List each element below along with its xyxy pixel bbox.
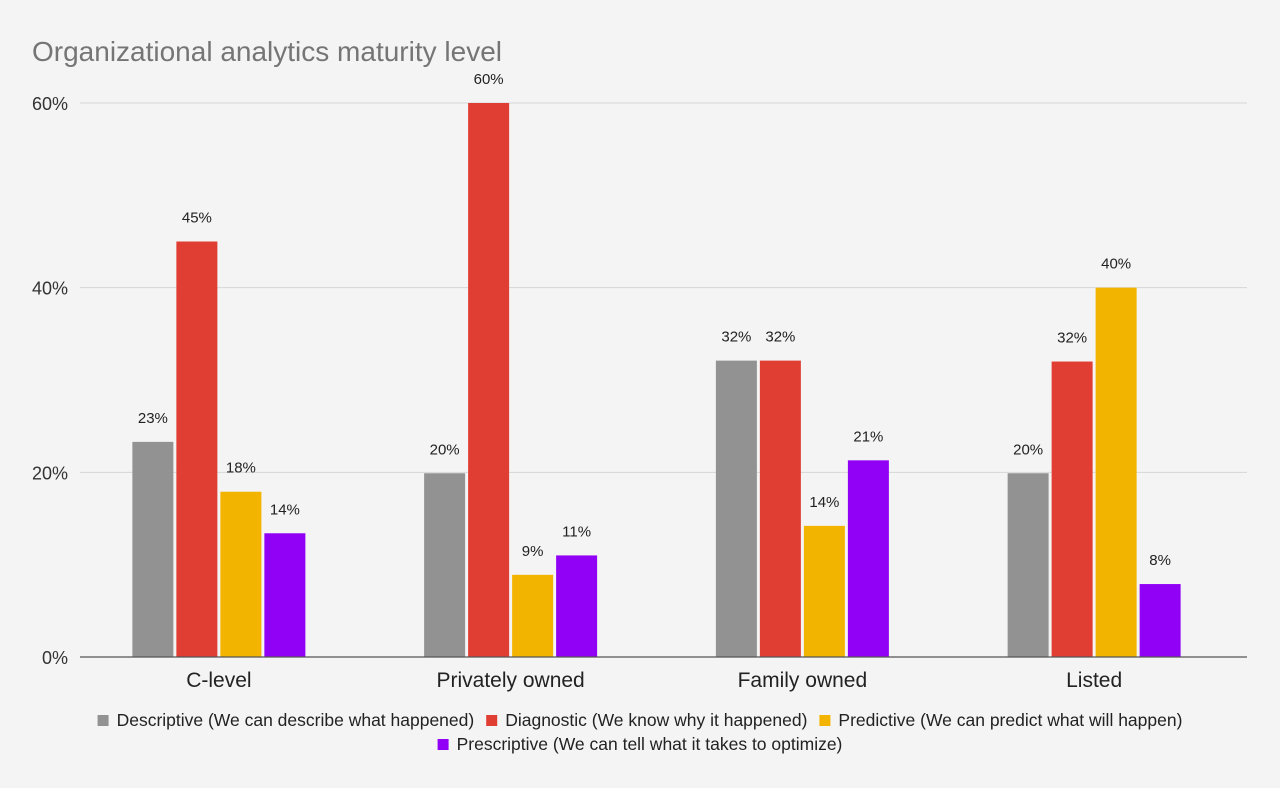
- y-tick-label: 40%: [32, 279, 68, 299]
- legend-item: Predictive (We can predict what will hap…: [819, 710, 1182, 730]
- legend-swatch: [486, 715, 498, 726]
- legend-swatch: [819, 715, 831, 726]
- legend-item: Descriptive (We can describe what happen…: [97, 710, 475, 730]
- data-label: 8%: [1149, 552, 1171, 569]
- data-label: 45%: [182, 210, 212, 227]
- bar: [847, 460, 889, 657]
- axes: 0% 20% 40% 60% C-level Privately owned Family …: [32, 94, 1247, 692]
- bar: [1139, 584, 1181, 657]
- bar: [1051, 361, 1093, 657]
- x-tick-label: Privately owned: [437, 669, 585, 692]
- y-tick-label: 0%: [42, 648, 68, 668]
- legend-label: Diagnostic (We know why it happened): [505, 710, 807, 730]
- chart-title: Organizational analytics maturity level: [32, 36, 502, 67]
- data-label: 9%: [522, 543, 544, 560]
- x-tick-label: Listed: [1066, 669, 1122, 692]
- data-labels: 23% 45% 18% 14% 20% 60% 9% 11% 32% 32% 14% 21% 20% 32…: [138, 71, 1171, 569]
- data-label: 40%: [1101, 256, 1131, 273]
- y-tick-label: 60%: [32, 94, 68, 114]
- data-label: 21%: [853, 428, 883, 445]
- data-label: 14%: [809, 494, 839, 511]
- legend-swatch: [437, 739, 449, 750]
- legend-item: Prescriptive (We can tell what it takes …: [437, 734, 843, 754]
- bar: [512, 574, 554, 657]
- data-label: 18%: [226, 460, 256, 477]
- bar: [220, 491, 262, 657]
- x-tick-label: Family owned: [738, 669, 868, 692]
- bar: [424, 473, 466, 657]
- bar: [1007, 473, 1049, 657]
- data-label: 11%: [562, 523, 591, 540]
- bar: [1095, 287, 1137, 657]
- legend: Descriptive (We can describe what happen…: [97, 710, 1182, 754]
- data-label: 32%: [765, 329, 795, 346]
- legend-swatch: [97, 715, 109, 726]
- legend-label: Predictive (We can predict what will hap…: [838, 710, 1182, 730]
- x-tick-label: C-level: [186, 669, 251, 692]
- data-label: 20%: [430, 441, 460, 458]
- legend-row: Prescriptive (We can tell what it takes …: [437, 734, 843, 754]
- legend-row: Descriptive (We can describe what happen…: [97, 710, 1182, 730]
- data-label: 60%: [474, 71, 504, 88]
- bar: [468, 103, 510, 657]
- y-tick-label: 20%: [32, 463, 68, 483]
- bars: [132, 103, 1181, 657]
- data-label: 14%: [270, 501, 300, 518]
- bar: [176, 241, 218, 657]
- data-label: 23%: [138, 410, 168, 427]
- bar: [556, 555, 598, 657]
- bar: [803, 525, 845, 657]
- bar: [759, 360, 801, 657]
- legend-item: Diagnostic (We know why it happened): [486, 710, 807, 730]
- legend-label: Prescriptive (We can tell what it takes …: [457, 734, 843, 754]
- bar: [715, 360, 757, 657]
- legend-label: Descriptive (We can describe what happen…: [117, 710, 475, 730]
- bar: [132, 441, 174, 657]
- data-label: 32%: [721, 329, 751, 346]
- data-label: 20%: [1013, 441, 1043, 458]
- bar: [264, 533, 306, 657]
- data-label: 32%: [1057, 330, 1087, 347]
